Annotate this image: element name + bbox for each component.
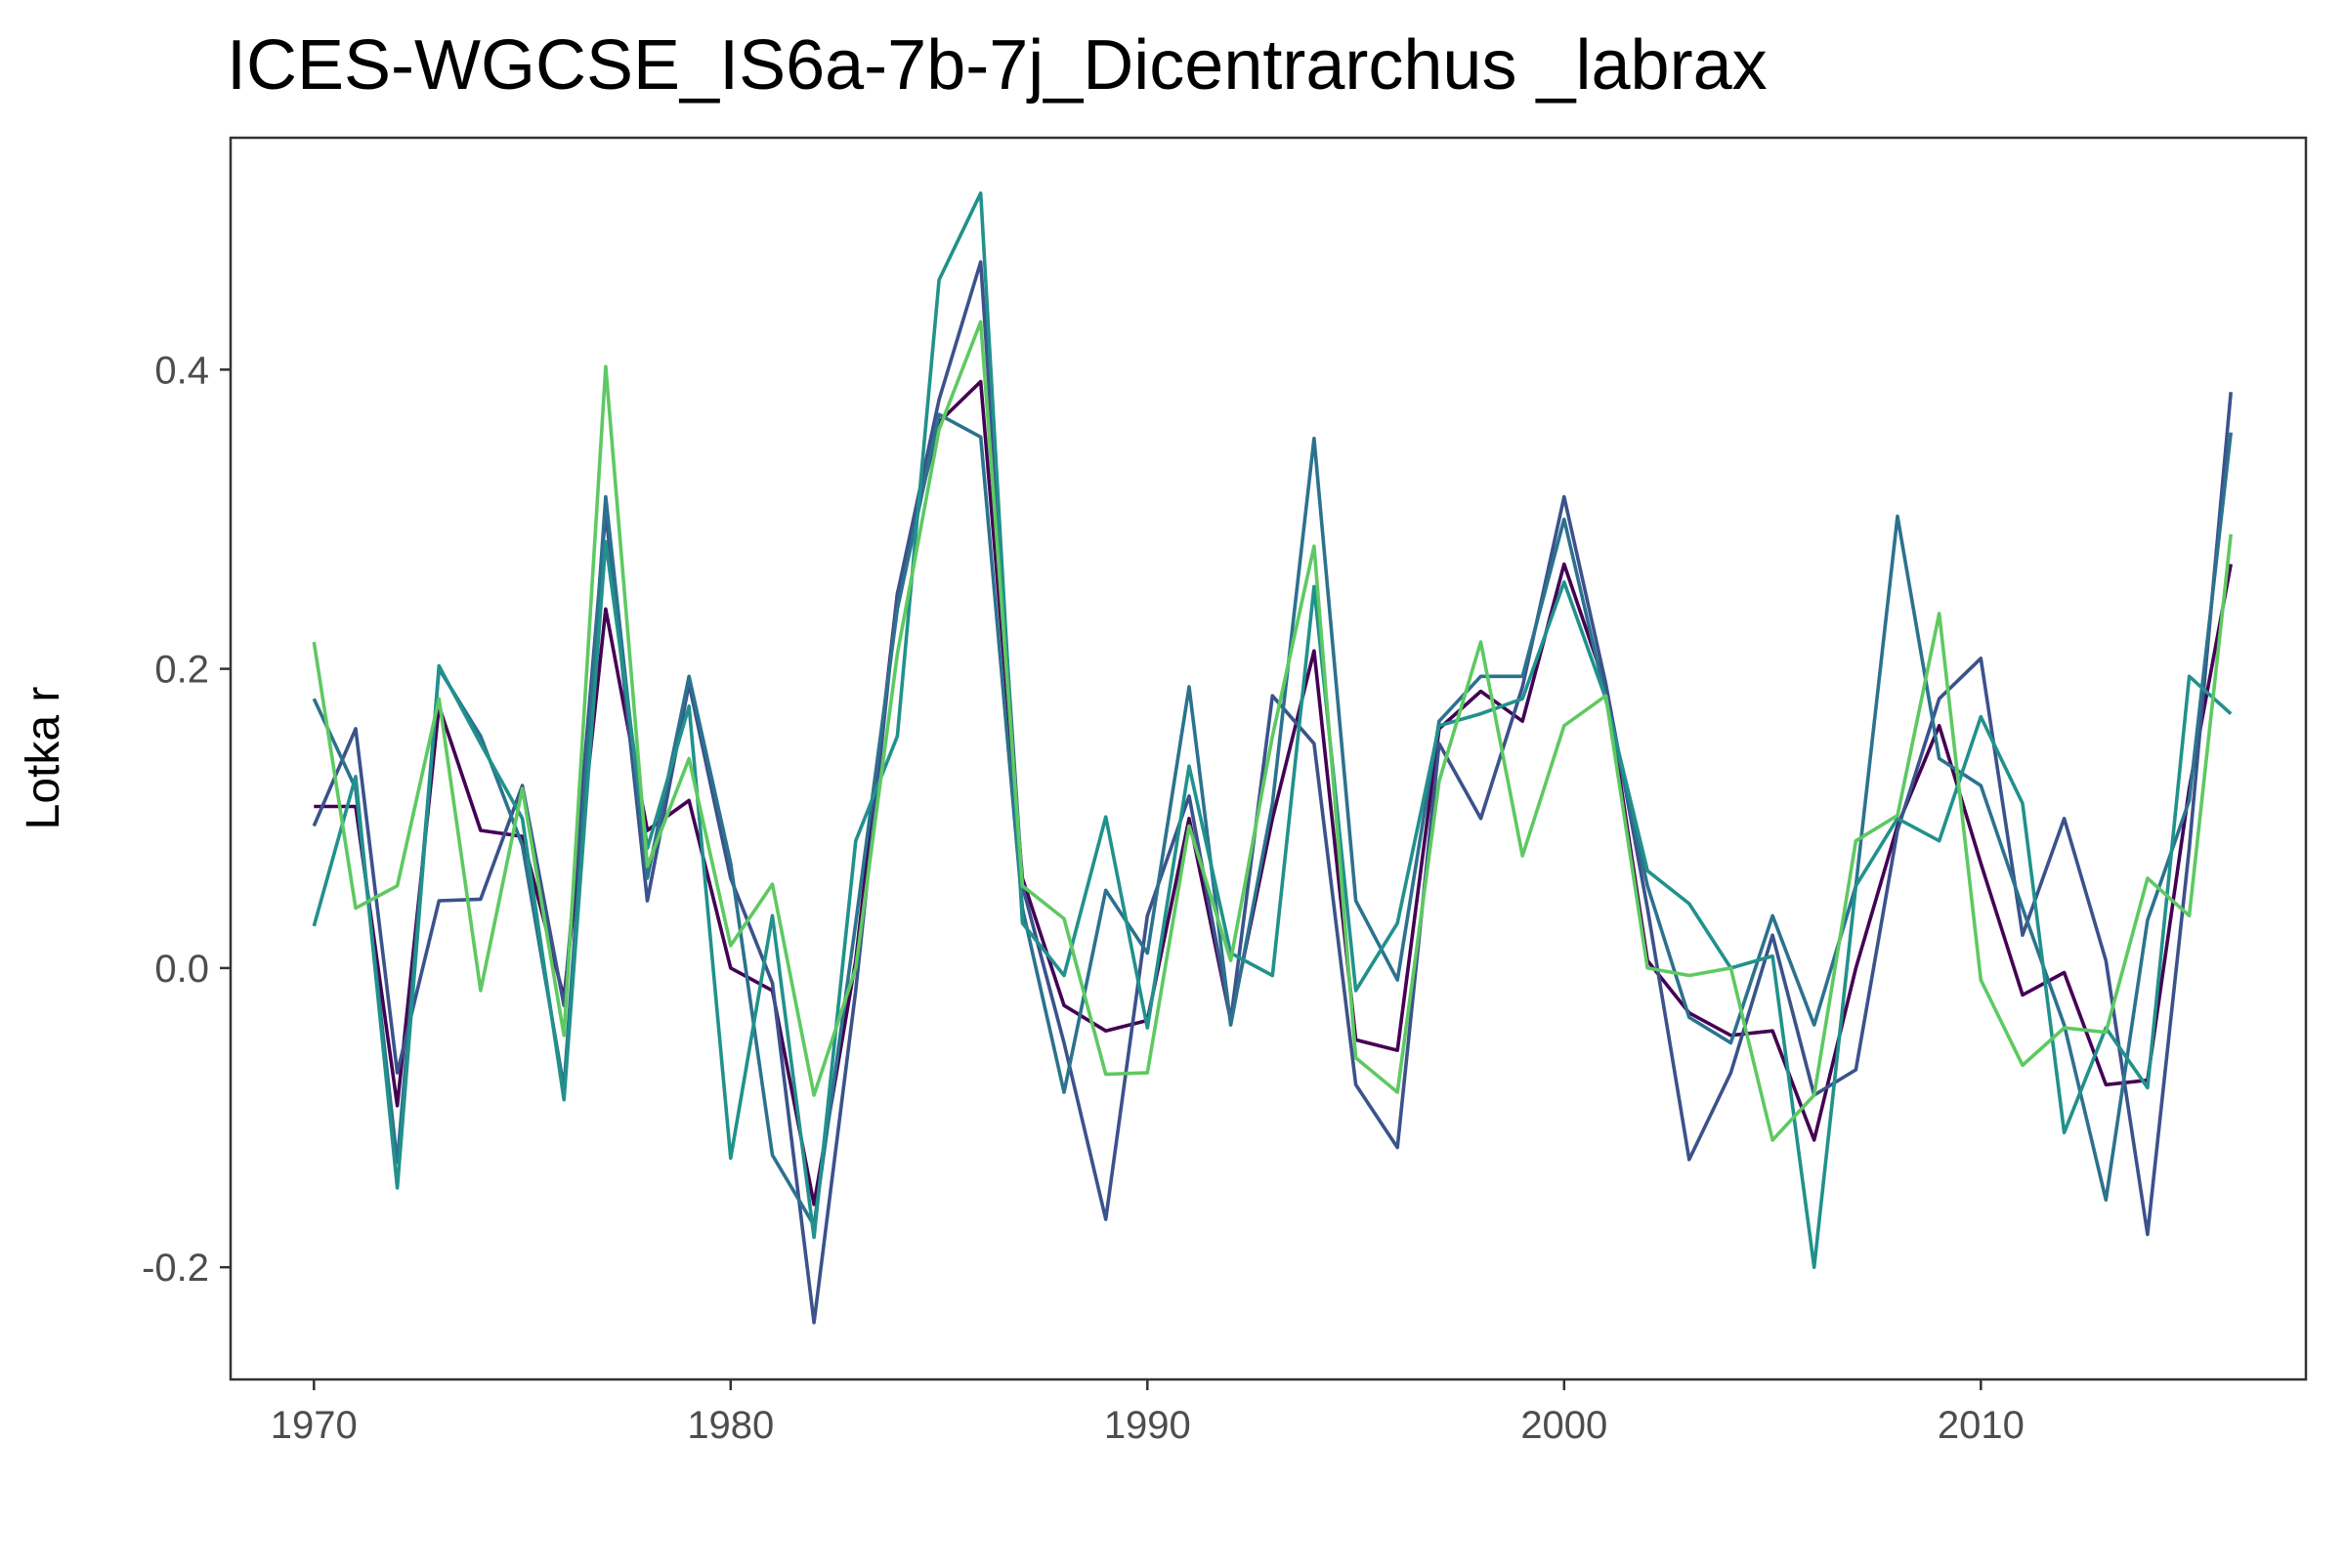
series-line-5 bbox=[312, 319, 2233, 1142]
series-layer bbox=[312, 191, 2233, 1325]
y-tick-label: -0.2 bbox=[142, 1247, 209, 1290]
x-axis: 1970 1980 1990 2000 2010 bbox=[271, 1379, 2025, 1447]
plot-panel bbox=[229, 136, 2308, 1381]
chart-title: ICES-WGCSE_IS6a-7b-7j_Dicentrarchus _lab… bbox=[227, 26, 1768, 105]
x-tick-label: 1970 bbox=[271, 1404, 358, 1447]
y-tick-label: 0.4 bbox=[154, 349, 209, 392]
series-line-4 bbox=[312, 191, 2233, 1269]
x-tick-label: 2010 bbox=[1938, 1404, 2025, 1447]
y-tick-label: 0.0 bbox=[154, 948, 209, 991]
y-axis: -0.2 0.0 0.2 0.4 bbox=[142, 349, 231, 1290]
x-tick-label: 1980 bbox=[687, 1404, 774, 1447]
y-tick-label: 0.2 bbox=[154, 649, 209, 692]
x-tick-label: 2000 bbox=[1520, 1404, 1607, 1447]
y-axis-title: Lotka r bbox=[18, 687, 69, 830]
x-tick-label: 1990 bbox=[1104, 1404, 1191, 1447]
series-line-2 bbox=[312, 260, 2233, 1325]
